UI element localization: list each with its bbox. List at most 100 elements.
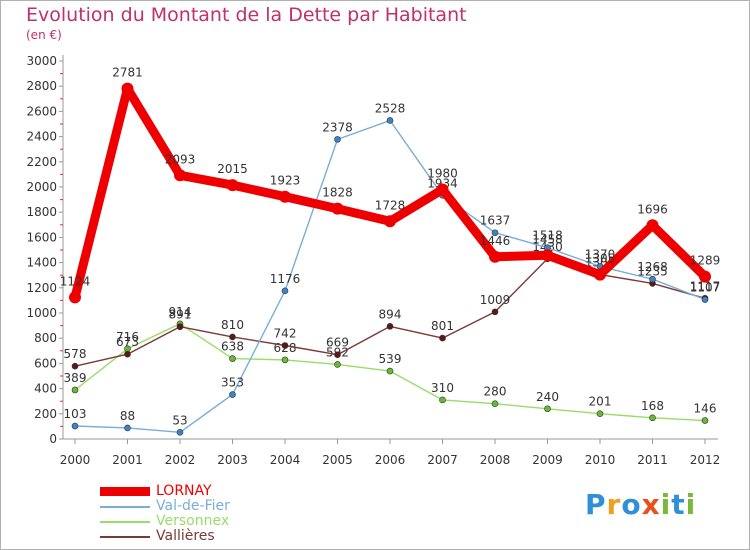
data-label-val-de-fier: 1637 [480,214,511,228]
data-point-val-de-fier [71,422,79,430]
legend-label: Val-de-Fier [156,498,230,514]
data-point-versonnex [649,414,656,422]
y-tick-label: 200 [34,407,57,421]
data-label-lornay: 2781 [112,66,143,80]
data-label-versonnex: 201 [589,395,612,409]
x-tick-label: 2003 [217,453,248,467]
data-label-lornay: 1980 [427,167,458,181]
chart-subtitle: (en €) [26,28,62,42]
data-point-valli-res [176,323,184,331]
data-point-versonnex [439,396,446,404]
x-tick-label: 2008 [480,453,511,467]
x-tick-label: 2007 [427,453,458,467]
data-label-val-de-fier: 88 [120,409,135,423]
data-point-valli-res [229,333,236,341]
data-label-lornay: 1923 [270,174,301,188]
data-point-val-de-fier [124,424,131,432]
data-label-val-de-fier: 1268 [637,260,668,274]
data-label-lornay: 1828 [322,186,353,200]
data-point-versonnex [229,355,236,362]
data-label-versonnex: 280 [484,385,507,399]
data-point-lornay [646,219,659,232]
data-label-versonnex: 539 [379,352,402,366]
data-label-valli-res: 894 [379,307,402,321]
y-tick-label: 3000 [26,54,57,68]
y-tick-label: 2800 [26,79,57,93]
data-point-val-de-fier [281,287,289,295]
data-point-versonnex [544,405,551,413]
data-point-versonnex [334,361,341,368]
logo-letter: i [660,488,672,521]
data-label-valli-res: 1009 [480,293,511,307]
data-label-valli-res: 1235 [637,264,668,278]
data-label-valli-res: 673 [116,335,139,349]
y-tick-label: 2200 [26,155,57,169]
data-point-lornay [541,249,554,262]
legend-label: LORNAY [156,483,212,499]
y-tick-label: 600 [34,356,57,370]
data-point-valli-res [386,323,394,330]
data-label-val-de-fier: 1107 [690,281,721,295]
data-point-lornay [331,202,344,215]
legend-swatch [100,521,150,523]
data-label-val-de-fier: 1934 [427,176,458,190]
data-point-lornay [174,169,186,182]
data-label-versonnex: 168 [641,399,664,413]
data-point-val-de-fier [491,229,499,237]
data-point-lornay [489,250,501,263]
logo-letter: x [641,488,661,521]
x-tick-label: 2002 [165,453,196,467]
logo-letter: t [671,488,686,521]
data-label-lornay: 1696 [637,202,668,216]
y-tick-label: 400 [34,382,57,396]
data-label-lornay: 1124 [60,274,91,288]
data-point-val-de-fier [229,391,236,398]
x-tick-label: 2004 [270,453,301,467]
data-label-valli-res: 578 [64,347,87,361]
data-point-valli-res [71,362,79,370]
data-label-versonnex: 638 [221,340,244,354]
data-point-versonnex [71,386,79,394]
data-point-lornay [436,183,449,196]
data-point-versonnex [701,417,709,424]
data-point-valli-res [439,334,446,342]
data-label-val-de-fier: 103 [64,407,87,421]
proxiti-logo: Proxiti [585,488,696,521]
legend-swatch [100,506,150,508]
data-point-lornay [279,190,291,203]
data-label-val-de-fier: 1518 [532,229,563,243]
legend-label: Versonnex [156,513,230,529]
data-point-lornay [226,179,239,192]
x-tick-label: 2010 [585,453,616,467]
data-point-lornay [699,270,711,283]
data-point-lornay [384,215,396,228]
data-label-versonnex: 146 [694,402,717,416]
data-label-versonnex: 716 [116,330,139,344]
x-tick-label: 2009 [532,453,563,467]
y-tick-label: 1800 [26,205,57,219]
x-tick-label: 2011 [637,453,668,467]
y-tick-label: 1600 [26,230,57,244]
x-tick-label: 2012 [690,453,721,467]
data-label-valli-res: 1117 [690,279,721,293]
data-label-lornay: 1446 [480,234,511,248]
y-tick-label: 0 [49,432,57,446]
line-chart: 0 200 400 600 800 1000 1200 1400 1600 1800 2000 220… [26,54,721,467]
data-point-lornay [594,268,606,281]
data-label-versonnex: 389 [64,371,87,385]
data-label-val-de-fier: 2528 [375,101,406,115]
data-point-valli-res [334,351,341,359]
data-label-valli-res: 742 [274,327,297,341]
y-tick-label: 2400 [26,130,57,144]
legend-label: Vallières [156,528,215,544]
data-point-valli-res [491,308,499,316]
data-label-valli-res: 669 [326,336,349,350]
logo-letter: o [621,488,642,521]
data-label-lornay: 1458 [532,232,563,246]
data-point-versonnex [596,410,604,417]
data-label-lornay: 1728 [375,198,406,212]
data-label-val-de-fier: 353 [221,376,244,390]
data-label-lornay: 1305 [585,252,616,266]
y-tick-label: 1200 [26,281,57,295]
data-label-val-de-fier: 2378 [322,120,353,134]
